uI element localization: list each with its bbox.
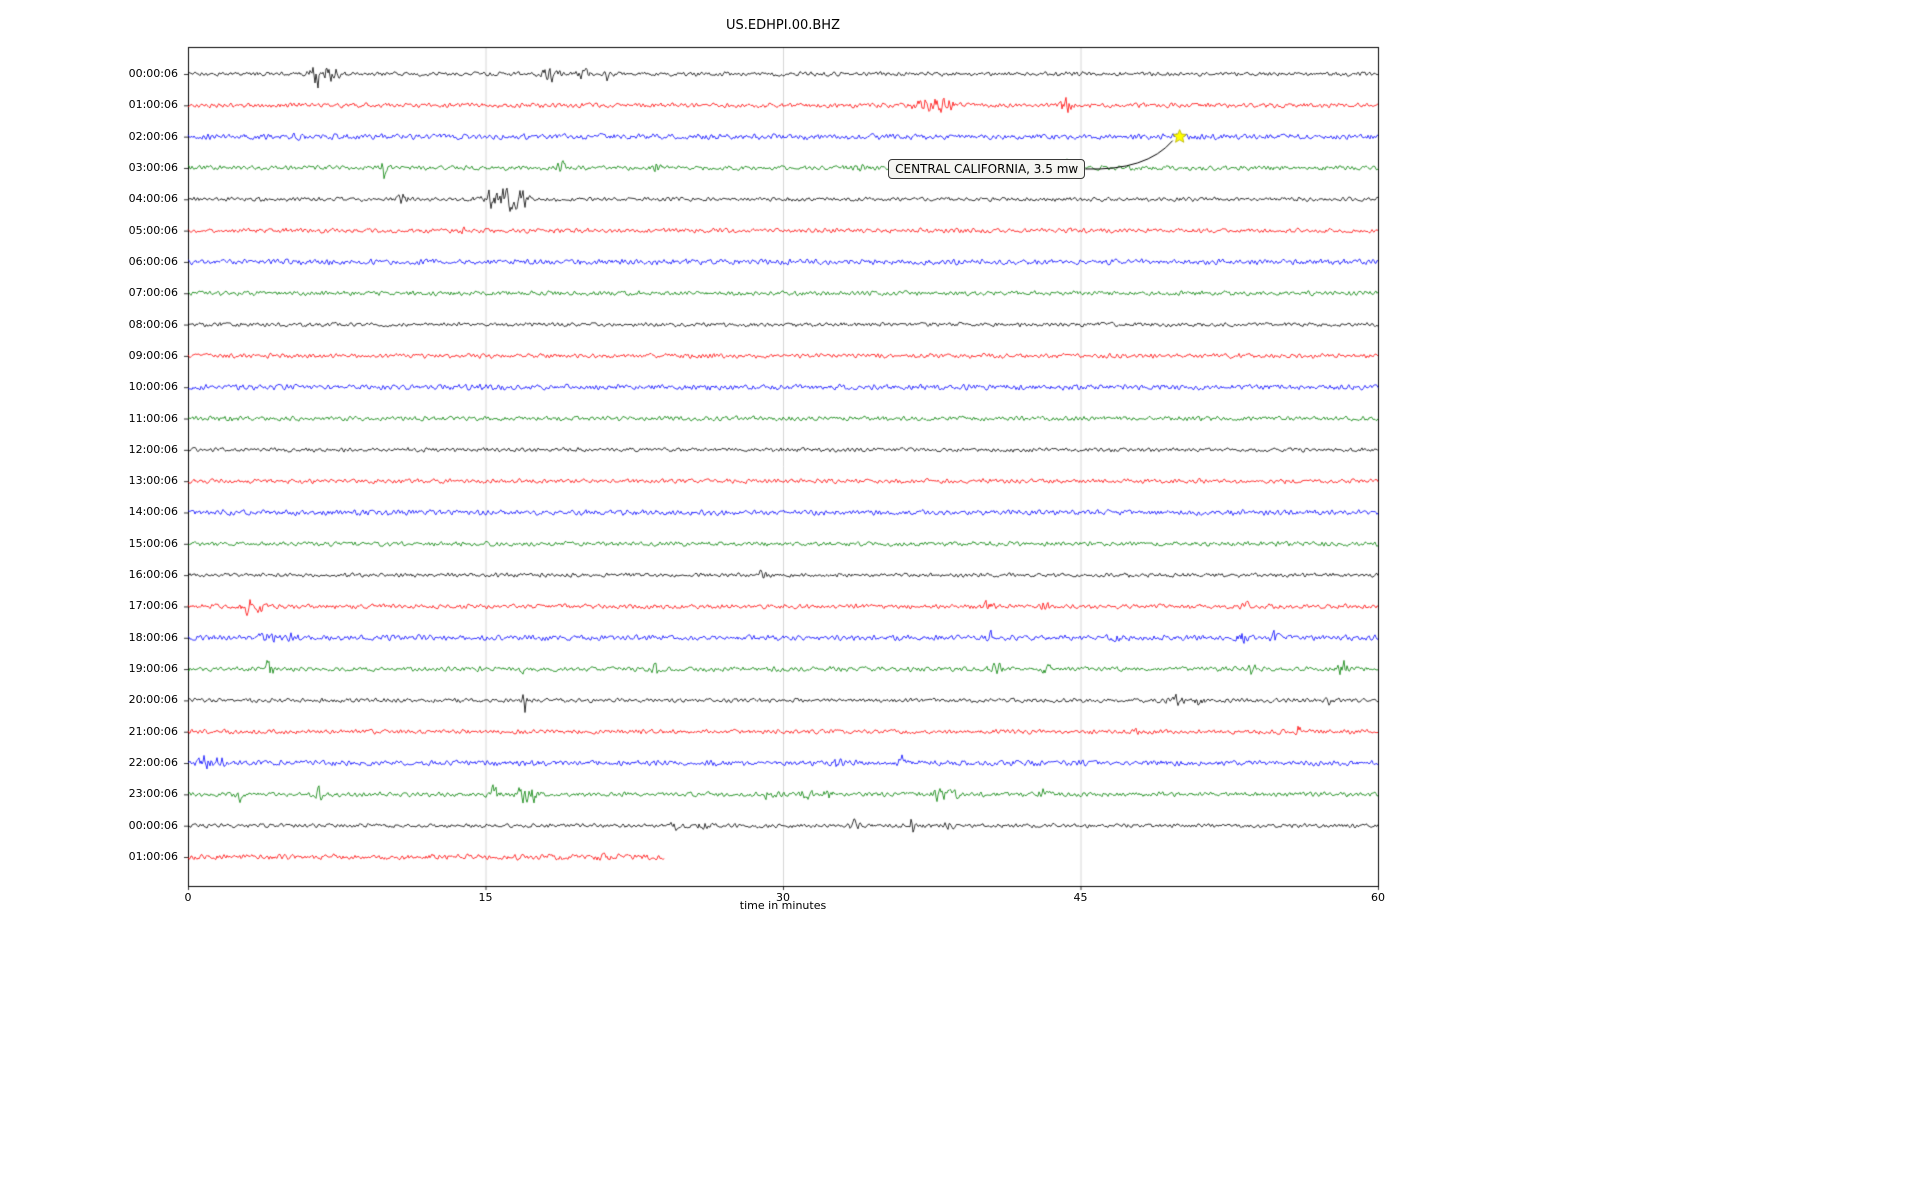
row-label: 01:00:06 xyxy=(128,850,178,863)
row-label: 18:00:06 xyxy=(128,630,178,644)
row-label: 07:00:06 xyxy=(128,286,178,300)
x-tick-label: 0 xyxy=(184,891,192,904)
row-label: 21:00:06 xyxy=(128,724,178,738)
row-label: 16:00:06 xyxy=(128,568,178,582)
x-tick-label: 60 xyxy=(1371,891,1385,904)
row-label: 23:00:06 xyxy=(128,787,178,801)
x-tick-label: 45 xyxy=(1073,891,1088,904)
x-tick-label: 30 xyxy=(776,891,790,904)
x-tick-label: 15 xyxy=(478,891,493,904)
row-label: 15:00:06 xyxy=(128,536,178,550)
row-label: 06:00:06 xyxy=(128,254,178,268)
row-label: 00:00:06 xyxy=(128,67,178,80)
row-label: 20:00:06 xyxy=(128,693,178,707)
row-label: 03:00:06 xyxy=(128,160,178,174)
row-label: 19:00:06 xyxy=(128,662,178,676)
row-label: 12:00:06 xyxy=(128,442,178,456)
row-label: 00:00:06 xyxy=(128,818,178,832)
row-label: 11:00:06 xyxy=(128,411,178,425)
row-label: 05:00:06 xyxy=(128,223,178,237)
row-label: 14:00:06 xyxy=(128,505,178,519)
row-label: 04:00:06 xyxy=(128,192,178,206)
row-label: 08:00:06 xyxy=(128,317,178,331)
row-label: 17:00:06 xyxy=(128,599,178,613)
event-annotation-label: CENTRAL CALIFORNIA, 3.5 mw xyxy=(888,158,1086,179)
row-label: 09:00:06 xyxy=(128,348,178,362)
row-label: 02:00:06 xyxy=(128,129,178,143)
row-label: 22:00:06 xyxy=(128,756,178,770)
row-label: 10:00:06 xyxy=(128,380,178,394)
x-axis-title: time in minutes xyxy=(739,899,827,912)
row-label: 01:00:06 xyxy=(128,98,178,112)
row-label: 13:00:06 xyxy=(128,474,178,488)
